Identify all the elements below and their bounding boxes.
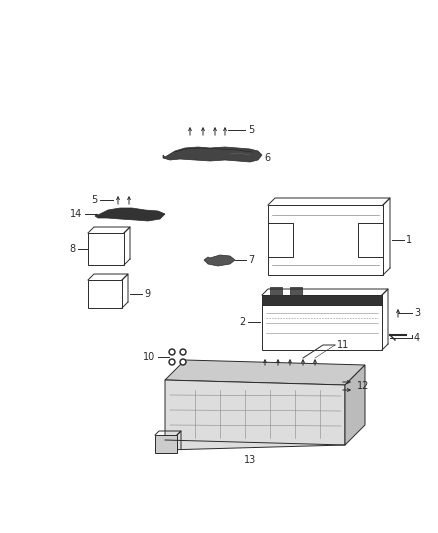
Polygon shape [95, 208, 165, 221]
Bar [88, 233, 124, 265]
Bar [290, 287, 302, 295]
Circle shape [170, 360, 173, 364]
Bar [268, 205, 383, 275]
Circle shape [180, 359, 186, 365]
Bar [155, 435, 177, 453]
Text: 7: 7 [248, 255, 254, 265]
Polygon shape [165, 360, 365, 385]
Bar [88, 280, 122, 308]
Polygon shape [163, 147, 262, 162]
Polygon shape [345, 365, 365, 445]
Text: 6: 6 [264, 153, 270, 163]
Circle shape [181, 360, 184, 364]
Text: 4: 4 [414, 333, 420, 343]
Circle shape [180, 349, 186, 355]
Circle shape [181, 351, 184, 353]
Text: 3: 3 [414, 308, 420, 318]
Circle shape [169, 349, 175, 355]
Circle shape [170, 351, 173, 353]
Text: 10: 10 [143, 352, 155, 362]
Text: 1: 1 [406, 235, 412, 245]
Text: 11: 11 [337, 340, 349, 350]
Text: 14: 14 [70, 209, 82, 219]
Text: 2: 2 [240, 317, 246, 327]
Bar [262, 295, 382, 305]
Bar [262, 295, 382, 350]
Circle shape [169, 359, 175, 365]
Text: 12: 12 [357, 381, 369, 391]
Text: 9: 9 [144, 289, 150, 299]
Polygon shape [165, 380, 345, 450]
Text: 13: 13 [244, 455, 256, 465]
Text: 8: 8 [69, 244, 75, 254]
Text: 5: 5 [248, 125, 254, 135]
Polygon shape [204, 255, 235, 266]
Text: 5: 5 [91, 195, 97, 205]
Bar [270, 287, 282, 295]
